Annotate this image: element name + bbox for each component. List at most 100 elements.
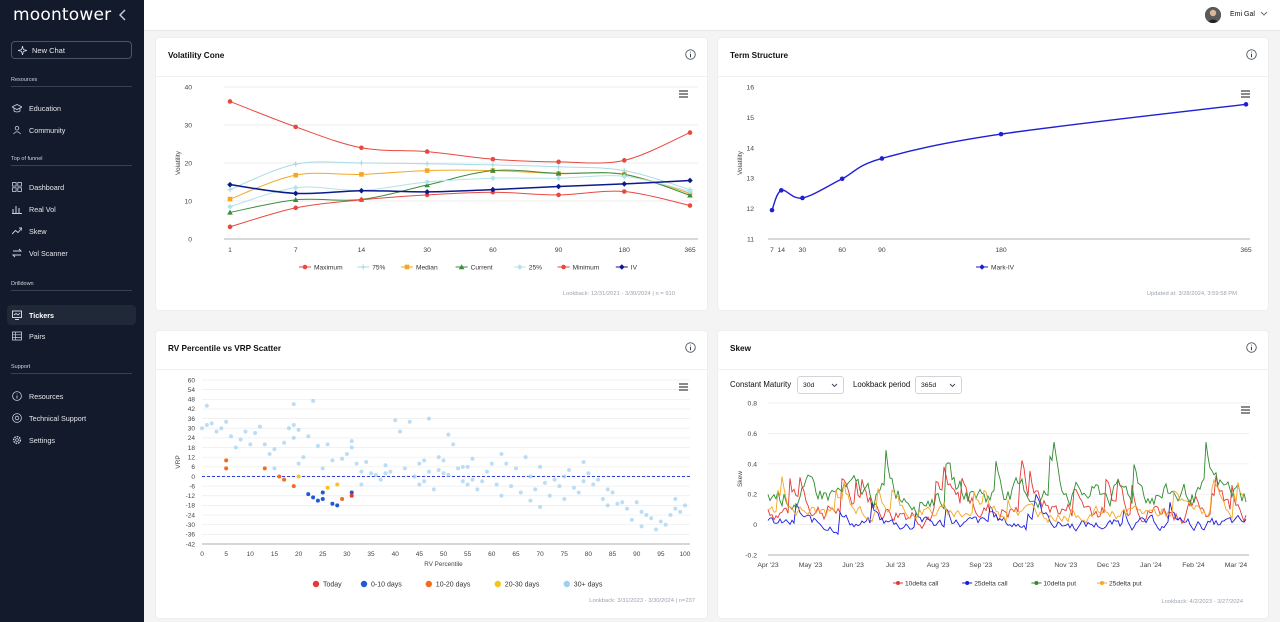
legend-label: Today [323, 582, 342, 589]
scatter-point [373, 472, 378, 477]
section-title-support: Support [11, 364, 132, 374]
sidebar-item-education[interactable]: Education [7, 98, 136, 118]
table-icon [12, 331, 22, 341]
legend-label: 0-10 days [371, 582, 402, 589]
data-point [769, 207, 775, 213]
scatter-point [446, 472, 451, 477]
data-point [687, 130, 693, 135]
sidebar-item-community[interactable]: Community [7, 120, 136, 140]
sidebar-item-vol-scanner[interactable]: Vol Scanner [7, 243, 136, 263]
scatter-point [460, 479, 465, 484]
data-point [621, 173, 628, 180]
legend-marker [425, 580, 432, 588]
scatter-point [567, 468, 572, 473]
sidebar-item-pairs[interactable]: Pairs [7, 326, 136, 346]
select-value: 30d [803, 381, 815, 389]
data-point [687, 187, 693, 193]
chart-menu-icon[interactable] [679, 383, 688, 391]
sidebar-item-dashboard[interactable]: Dashboard [7, 177, 136, 197]
y-tick-label: 6 [191, 464, 195, 471]
scatter-point [431, 487, 436, 492]
scatter-point [291, 423, 296, 428]
x-tick-label: 60 [489, 247, 497, 254]
scatter-point [673, 506, 678, 511]
scatter-point [620, 500, 625, 505]
section-title-drilldown: Drilldown [11, 281, 132, 291]
info-icon[interactable] [685, 49, 696, 60]
scatter-point [306, 434, 311, 439]
scatter-point [320, 466, 325, 471]
avatar[interactable] [1205, 7, 1221, 23]
info-icon[interactable] [1246, 342, 1257, 353]
section-title-resources: Resources [11, 77, 132, 87]
x-tick-label: 30 [423, 247, 431, 254]
x-tick-label: 5 [224, 551, 228, 558]
scatter-point [576, 490, 581, 495]
chevron-left-icon[interactable] [116, 8, 130, 22]
scatter-point [204, 423, 209, 428]
volatility-cone-card: Volatility Cone 0 10 20 30 40 Volatility 1 7 14 3… [156, 38, 707, 310]
sidebar-item-real-vol[interactable]: Real Vol [7, 199, 136, 219]
y-tick-label: -36 [186, 532, 196, 539]
scatter-point [484, 469, 489, 474]
scatter-point [200, 426, 204, 431]
y-tick-label: 60 [188, 377, 196, 384]
scatter-point [402, 466, 407, 471]
sidebar-item-tickers[interactable]: Tickers [7, 305, 136, 325]
scatter-point [349, 493, 354, 498]
chevron-down-icon [949, 383, 956, 388]
y-tick-label: 20 [184, 161, 192, 168]
scatter-point [306, 492, 311, 497]
data-point [687, 177, 693, 184]
y-tick-label: 30 [188, 426, 196, 433]
x-tick-label: 80 [585, 551, 593, 558]
x-tick-label: 75 [561, 551, 569, 558]
data-point [555, 170, 562, 176]
scatter-point [369, 471, 374, 476]
scatter-point [605, 503, 610, 508]
sidebar-item-technical-support[interactable]: Technical Support [7, 408, 136, 428]
y-tick-label: 10 [184, 199, 192, 206]
data-point [687, 191, 693, 196]
scatter-point [538, 464, 543, 469]
scatter-point [233, 445, 238, 450]
scatter-point [465, 482, 470, 487]
sidebar-item-skew[interactable]: Skew [7, 221, 136, 241]
scatter-point [286, 426, 291, 431]
scatter-point [291, 435, 296, 440]
chart-menu-icon[interactable] [1241, 406, 1250, 414]
data-point [424, 161, 430, 167]
chart-menu-icon[interactable] [1241, 90, 1250, 98]
x-tick-label: 35 [367, 551, 375, 558]
info-icon[interactable] [685, 342, 696, 353]
sidebar-item-resources[interactable]: Resources [7, 386, 136, 406]
scatter-point [417, 482, 422, 487]
data-point [293, 124, 299, 130]
scatter-point [277, 474, 282, 479]
constant-maturity-select[interactable]: 30d [797, 376, 844, 394]
new-chat-button[interactable]: New Chat [11, 41, 132, 59]
y-tick-label: 16 [746, 85, 754, 92]
arrows-icon [12, 248, 22, 258]
chevron-down-icon[interactable] [1260, 11, 1268, 17]
scatter-point [644, 513, 649, 518]
data-point [292, 197, 299, 203]
user-name[interactable]: Emi Gal [1230, 11, 1255, 18]
card-title: Term Structure [730, 51, 789, 60]
x-tick-label: 60 [838, 247, 846, 254]
chart-menu-icon[interactable] [679, 90, 688, 98]
sidebar-item-settings[interactable]: Settings [7, 430, 136, 450]
scatter-point [455, 466, 460, 471]
legend-marker [312, 580, 320, 588]
data-point [621, 168, 627, 174]
sidebar-item-label: Education [29, 103, 61, 113]
sidebar-item-label: Settings [29, 435, 55, 445]
data-point [424, 168, 430, 173]
x-tick-label: 1 [228, 247, 232, 254]
ticker-icon [12, 310, 22, 320]
lookback-period-select[interactable]: 365d [915, 376, 962, 394]
logo[interactable]: moontower [13, 5, 112, 25]
y-axis-label: Volatility [737, 150, 744, 175]
info-icon[interactable] [1246, 49, 1257, 60]
